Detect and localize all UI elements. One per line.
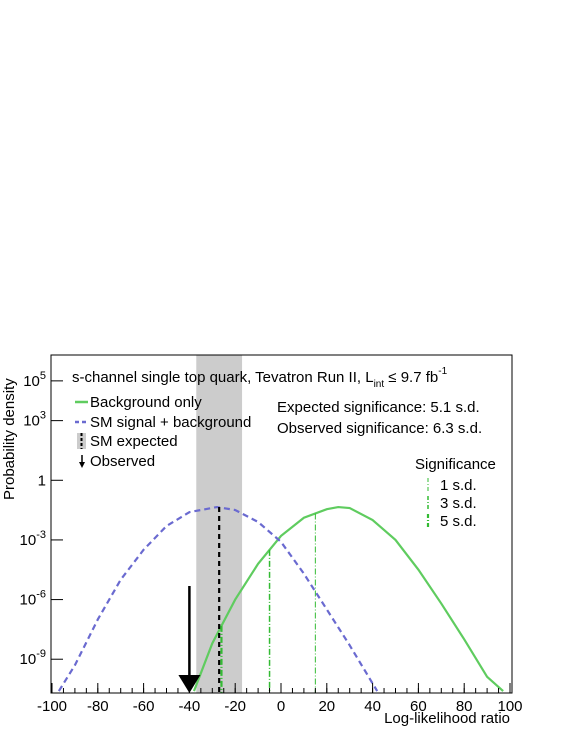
significance-title: Significance [415,456,496,473]
x-tick-label: 40 [364,698,381,715]
x-tick-label: -40 [179,698,201,715]
y-tick-base: 10 [23,413,40,430]
legend-swatch [79,462,85,468]
y-tick-label: 10-6 [20,589,46,609]
annotation: Observed significance: 6.3 s.d. [277,420,482,437]
x-tick-label: 60 [410,698,427,715]
y-tick-base: 10 [20,532,37,549]
y-tick-base: 10 [23,373,40,390]
y-tick-exponent: -3 [36,529,46,541]
title-main: s-channel single top quark, Tevatron Run… [72,369,374,386]
y-tick-label: 103 [23,410,46,430]
plot-area [57,355,504,693]
y-axis-label: Probability density [1,378,18,500]
y-tick-exponent: 5 [40,370,46,382]
y-tick-base: 10 [20,592,37,609]
series-line [57,505,379,692]
title-sup: -1 [438,366,447,377]
y-tick-exponent: -6 [36,589,46,601]
y-tick-label: 10-9 [20,648,46,668]
x-tick-label: -60 [133,698,155,715]
y-tick-base: 10 [20,651,37,668]
x-tick-label: -100 [37,698,67,715]
title-rest: ≤ 9.7 fb [384,369,438,386]
significance-legend-label: 1 s.d. [440,477,477,494]
y-tick-exponent: -9 [36,648,46,660]
x-tick-label: 0 [277,698,285,715]
y-tick-label: 10-3 [20,529,46,549]
chart-title: s-channel single top quark, Tevatron Run… [72,366,448,390]
significance-legend-label: 5 s.d. [440,513,477,530]
annotation: Expected significance: 5.1 s.d. [277,399,480,416]
x-axis-label: Log-likelihood ratio [384,710,510,727]
legend-label: SM signal + background [90,414,251,431]
x-tick-label: 80 [456,698,473,715]
legend-label: Background only [90,394,202,411]
x-tick-label: 100 [497,698,522,715]
y-tick-exponent: 3 [40,410,46,422]
series-line [192,505,504,692]
significance-legend-label: 3 s.d. [440,495,477,512]
y-tick-label: 105 [23,370,46,390]
x-tick-label: -20 [224,698,246,715]
title-sub: int [374,379,385,390]
y-tick-label: 1 [38,472,46,489]
x-tick-label: -80 [87,698,109,715]
x-tick-label: 20 [318,698,335,715]
legend-label: SM expected [90,433,178,450]
legend-label: Observed [90,453,155,470]
